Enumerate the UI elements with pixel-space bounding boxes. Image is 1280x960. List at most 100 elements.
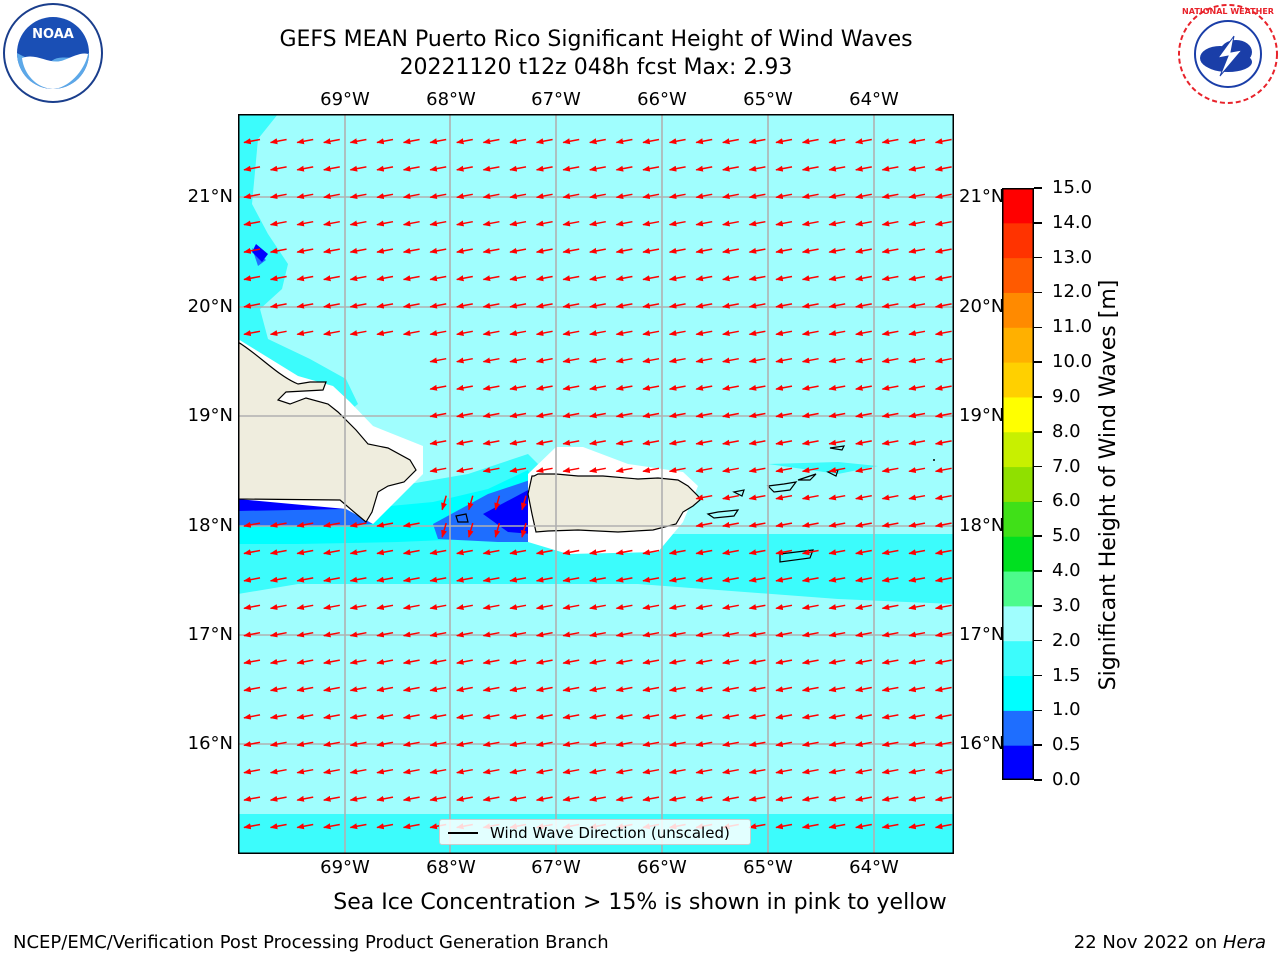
wave-direction-arrow — [855, 795, 872, 802]
wave-direction-arrow — [535, 138, 553, 145]
wave-direction-arrow — [668, 795, 686, 802]
wave-direction-arrow — [296, 713, 314, 720]
wave-direction-arrow — [881, 384, 899, 391]
wave-direction-arrow — [908, 138, 926, 145]
wave-direction-arrow — [402, 138, 420, 145]
wave-direction-arrow — [748, 795, 766, 802]
wave-direction-arrow — [376, 658, 394, 665]
wave-direction-arrow — [855, 658, 872, 665]
wave-direction-arrow — [589, 795, 606, 802]
lon-label-bottom: 64°W — [849, 857, 899, 878]
wave-direction-arrow — [402, 604, 420, 611]
wave-direction-arrow — [402, 686, 420, 693]
wave-direction-arrow — [748, 193, 766, 200]
wave-direction-arrow — [482, 165, 500, 172]
wave-direction-arrow — [908, 521, 926, 528]
wave-direction-arrow — [642, 138, 660, 145]
wave-direction-arrow — [775, 795, 793, 802]
wave-direction-arrow — [376, 823, 394, 830]
wave-direction-arrow — [323, 549, 340, 556]
wave-direction-arrow — [748, 384, 766, 391]
wave-direction-arrow — [695, 521, 713, 528]
wave-direction-arrow — [296, 193, 314, 200]
wave-direction-arrow — [775, 658, 793, 665]
wave-direction-arrow — [429, 658, 447, 665]
wave-direction-arrow — [429, 467, 447, 474]
lat-label-right: 18°N — [959, 515, 1005, 536]
wave-direction-arrow — [509, 384, 527, 391]
wave-direction-arrow — [828, 220, 846, 227]
wave-direction-arrow — [695, 165, 713, 172]
wave-direction-arrow — [748, 604, 766, 611]
wave-direction-arrow — [695, 686, 713, 693]
wave-direction-arrow — [908, 193, 926, 200]
wave-direction-arrow — [269, 165, 287, 172]
wave-direction-arrow — [296, 658, 314, 665]
wave-direction-arrow — [748, 686, 766, 693]
wave-direction-arrow — [748, 165, 766, 172]
lat-label-right: 20°N — [959, 296, 1005, 317]
colorbar-tick-mark — [1034, 222, 1042, 224]
wave-direction-arrow — [801, 741, 819, 748]
wave-direction-arrow — [775, 686, 793, 693]
wave-direction-arrow — [642, 193, 660, 200]
wave-direction-arrow — [535, 330, 553, 337]
wave-direction-arrow — [828, 384, 846, 391]
wave-direction-arrow — [881, 412, 899, 419]
wave-direction-arrow — [467, 495, 474, 511]
wave-direction-arrow — [615, 741, 633, 748]
colorbar-tick-mark — [1034, 465, 1042, 468]
wave-direction-arrow — [722, 138, 739, 145]
chart-title-line1: GEFS MEAN Puerto Rico Significant Height… — [279, 27, 913, 52]
wave-direction-arrow — [349, 193, 367, 200]
wave-direction-arrow — [722, 220, 739, 227]
sea-ice-note: Sea Ice Concentration > 15% is shown in … — [333, 890, 947, 915]
wave-direction-arrow — [535, 220, 553, 227]
wave-direction-arrow — [828, 631, 846, 638]
colorbar-tick-mark — [1034, 779, 1042, 781]
wave-direction-arrow — [695, 384, 713, 391]
wave-direction-arrow — [349, 549, 367, 556]
wave-direction-arrow — [429, 741, 447, 748]
wave-direction-arrow — [828, 467, 846, 474]
wave-direction-arrow — [855, 467, 872, 474]
wave-direction-arrow — [562, 741, 580, 748]
wave-direction-arrow — [589, 220, 606, 227]
wave-direction-arrow — [520, 495, 527, 511]
wave-direction-arrow — [323, 193, 340, 200]
lon-label-top: 66°W — [637, 89, 687, 110]
wave-direction-arrow — [748, 521, 766, 528]
wave-direction-arrow — [243, 247, 261, 254]
wave-direction-arrow — [456, 220, 473, 227]
wave-direction-arrow — [349, 658, 367, 665]
footer-host: Hera — [1222, 932, 1266, 953]
wave-direction-arrow — [296, 138, 314, 145]
wave-direction-arrow — [775, 768, 793, 775]
wave-direction-arrow — [323, 658, 340, 665]
colorbar-cell — [1002, 362, 1034, 398]
lon-label-top: 69°W — [320, 89, 370, 110]
wave-direction-arrow — [296, 247, 314, 254]
wave-direction-arrow — [376, 576, 394, 583]
wave-direction-arrow — [589, 412, 606, 419]
wave-direction-arrow — [642, 165, 660, 172]
wave-direction-arrow — [494, 522, 501, 538]
wave-direction-arrow — [269, 713, 287, 720]
wave-direction-arrow — [722, 713, 739, 720]
wave-direction-arrow — [615, 412, 633, 419]
wave-direction-arrow — [775, 713, 793, 720]
wave-direction-arrow — [908, 741, 926, 748]
colorbar-tick-label: 1.5 — [1052, 664, 1081, 686]
colorbar-tick-mark — [1034, 639, 1042, 642]
wave-direction-arrow — [243, 193, 261, 200]
wave-direction-arrow — [934, 384, 952, 391]
wave-direction-arrow — [668, 686, 686, 693]
wave-direction-arrow — [269, 220, 287, 227]
wave-direction-arrow — [908, 494, 926, 501]
wave-direction-arrow — [482, 741, 500, 748]
wave-direction-arrow — [269, 330, 287, 337]
wave-direction-arrow — [456, 138, 473, 145]
legend-label: Wind Wave Direction (unscaled) — [490, 824, 730, 842]
wave-direction-arrow — [323, 275, 340, 282]
wave-direction-arrow — [562, 247, 580, 254]
